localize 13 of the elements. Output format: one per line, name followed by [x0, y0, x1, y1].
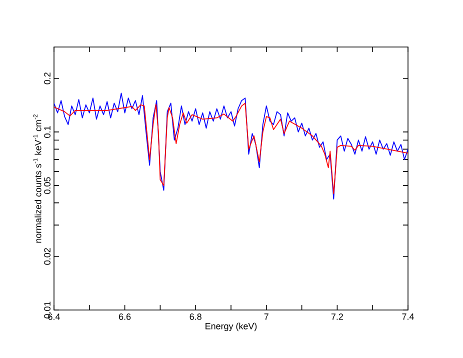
y-tick-label: 0.02	[44, 248, 50, 265]
y-tick-label: 0.05	[44, 177, 50, 194]
x-tick-label: 6.4	[48, 314, 60, 320]
x-axis-title: Energy (keV)	[206, 322, 257, 332]
x-tick-label: 6.6	[119, 314, 131, 320]
y-tick-label: 0.01	[44, 302, 50, 318]
x-tick-label: 7	[264, 314, 268, 320]
x-tick-label: 6.8	[190, 314, 202, 320]
x-tick-label: 7.2	[331, 314, 343, 320]
y-axis-title: normalized counts s$^{-1}$ keV$^{-1}$ cm$^{-2}$	[33, 114, 42, 243]
y-tick-label: 0.2	[44, 72, 50, 84]
y-tick-label: 0.1	[44, 126, 50, 138]
x-tick-label: 7.4	[402, 314, 414, 320]
